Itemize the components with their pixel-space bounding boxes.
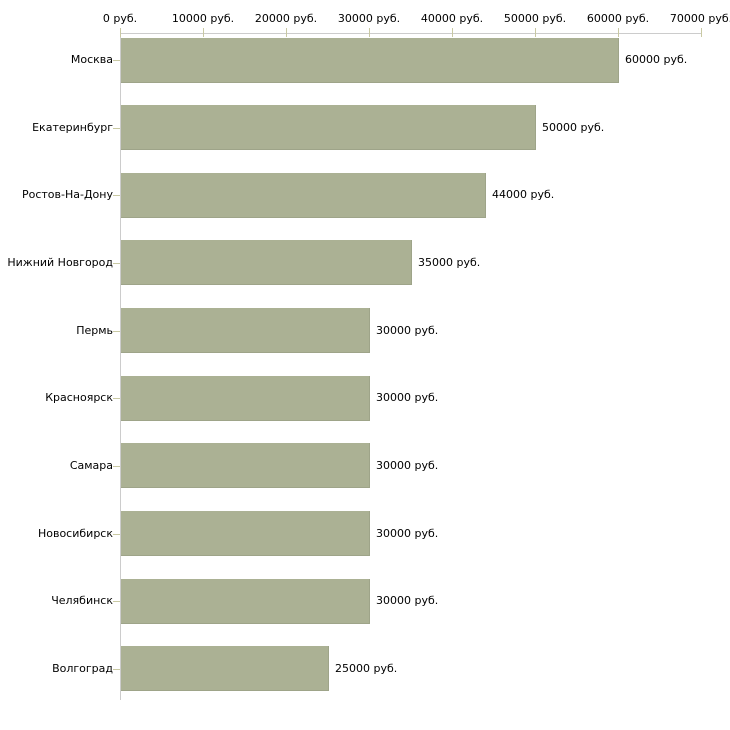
x-tick-label: 50000 руб. bbox=[503, 12, 567, 25]
category-label: Нижний Новгород bbox=[7, 256, 113, 269]
y-tick-mark bbox=[113, 128, 120, 129]
bar bbox=[121, 105, 536, 150]
y-axis-line bbox=[120, 33, 121, 700]
x-tick-mark bbox=[369, 28, 370, 37]
x-tick-label: 60000 руб. bbox=[586, 12, 650, 25]
x-tick-mark bbox=[618, 28, 619, 37]
value-label: 44000 руб. bbox=[492, 188, 555, 201]
bar bbox=[121, 443, 370, 488]
x-tick-label: 40000 руб. bbox=[420, 12, 484, 25]
value-label: 35000 руб. bbox=[418, 256, 481, 269]
category-label: Екатеринбург bbox=[32, 121, 113, 134]
category-label: Волгоград bbox=[52, 662, 113, 675]
category-label: Челябинск bbox=[51, 594, 113, 607]
value-label: 60000 руб. bbox=[625, 53, 688, 66]
category-label: Пермь bbox=[76, 324, 113, 337]
x-axis-line bbox=[120, 33, 702, 34]
x-tick-mark bbox=[701, 28, 702, 37]
category-label: Самара bbox=[69, 459, 113, 472]
y-tick-mark bbox=[113, 331, 120, 332]
bar bbox=[121, 646, 329, 691]
bar bbox=[121, 376, 370, 421]
bar bbox=[121, 511, 370, 556]
value-label: 30000 руб. bbox=[376, 594, 439, 607]
y-tick-mark bbox=[113, 60, 120, 61]
value-label: 30000 руб. bbox=[376, 324, 439, 337]
bar bbox=[121, 38, 619, 83]
bar bbox=[121, 579, 370, 624]
value-label: 50000 руб. bbox=[542, 121, 605, 134]
x-tick-label: 0 руб. bbox=[102, 12, 138, 25]
y-tick-mark bbox=[113, 601, 120, 602]
y-tick-mark bbox=[113, 263, 120, 264]
y-tick-mark bbox=[113, 466, 120, 467]
bar bbox=[121, 240, 412, 285]
x-tick-mark bbox=[203, 28, 204, 37]
value-label: 30000 руб. bbox=[376, 527, 439, 540]
x-tick-mark bbox=[452, 28, 453, 37]
x-tick-label: 10000 руб. bbox=[171, 12, 235, 25]
category-label: Ростов-На-Дону bbox=[21, 188, 113, 201]
y-tick-mark bbox=[113, 195, 120, 196]
category-label: Красноярск bbox=[45, 391, 113, 404]
value-label: 30000 руб. bbox=[376, 459, 439, 472]
x-tick-mark bbox=[535, 28, 536, 37]
bar bbox=[121, 173, 486, 218]
y-tick-mark bbox=[113, 534, 120, 535]
value-label: 25000 руб. bbox=[335, 662, 398, 675]
x-tick-label: 30000 руб. bbox=[337, 12, 401, 25]
value-label: 30000 руб. bbox=[376, 391, 439, 404]
bar bbox=[121, 308, 370, 353]
y-tick-mark bbox=[113, 398, 120, 399]
y-tick-mark bbox=[113, 669, 120, 670]
x-tick-mark bbox=[286, 28, 287, 37]
category-label: Москва bbox=[70, 53, 113, 66]
x-tick-mark bbox=[120, 28, 121, 37]
x-tick-label: 70000 руб. bbox=[669, 12, 730, 25]
category-label: Новосибирск bbox=[37, 527, 113, 540]
x-tick-label: 20000 руб. bbox=[254, 12, 318, 25]
